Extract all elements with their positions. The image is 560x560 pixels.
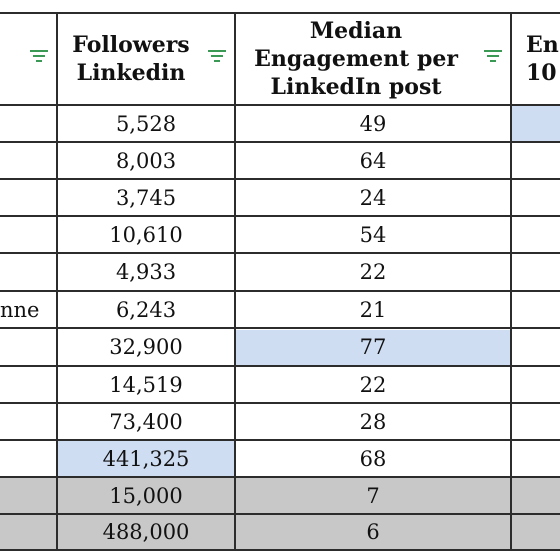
table-cell-engagement[interactable]: 21	[359, 297, 387, 322]
table-cell-engagement[interactable]: 54	[359, 222, 387, 247]
table-cell-engagement[interactable]: 22	[359, 372, 387, 397]
grid-line	[56, 12, 58, 550]
table-cell-followers[interactable]: 4,933	[115, 260, 177, 284]
grid-line	[0, 327, 560, 329]
table-cell-label[interactable]: nne	[0, 297, 40, 322]
grid-line	[0, 513, 560, 515]
grid-line	[0, 12, 560, 14]
table-cell-engagement[interactable]: 77	[359, 335, 387, 359]
table-cell-engagement[interactable]: 28	[359, 409, 387, 434]
filter-icon[interactable]	[206, 50, 228, 66]
table-cell-followers[interactable]: 5,528	[115, 111, 177, 136]
grid-line	[0, 290, 560, 292]
grid-line	[0, 365, 560, 367]
grid-line	[510, 12, 512, 550]
grid-line	[0, 439, 560, 441]
header-followers: Followers Linkedin	[58, 14, 204, 104]
table-cell-engagement[interactable]: 6	[366, 520, 380, 544]
grey-row	[0, 478, 560, 514]
grid-line	[234, 12, 236, 550]
table-cell-engagement[interactable]: 68	[359, 446, 387, 471]
table-cell-engagement[interactable]: 22	[359, 260, 387, 284]
header-engagement: Median Engagement per LinkedIn post	[236, 14, 476, 104]
table-cell-followers[interactable]: 32,900	[109, 335, 183, 359]
table-cell-followers[interactable]: 8,003	[115, 148, 177, 173]
filter-icon[interactable]	[482, 50, 504, 66]
grid-line	[0, 215, 560, 217]
grid-line	[0, 252, 560, 254]
header-followers-label: Followers Linkedin	[72, 32, 190, 86]
header-engagement-label: Median Engagement per LinkedIn post	[254, 18, 458, 100]
table-cell-engagement[interactable]: 7	[366, 483, 380, 508]
table-cell-engagement[interactable]: 24	[359, 185, 387, 210]
table-cell-followers[interactable]: 488,000	[102, 520, 190, 544]
table-cell-engagement[interactable]: 49	[359, 111, 387, 136]
header-partial-label: En 10	[526, 32, 559, 86]
grid-line	[0, 476, 560, 478]
table-cell-followers[interactable]: 3,745	[115, 185, 177, 210]
grid-line	[0, 402, 560, 404]
header-partial: En 10	[512, 14, 560, 104]
highlight-cell	[512, 106, 560, 141]
table-cell-followers[interactable]: 14,519	[109, 372, 183, 397]
table-cell-followers[interactable]: 15,000	[109, 483, 183, 508]
grey-row	[0, 515, 560, 549]
grid-line	[0, 549, 560, 551]
table-cell-followers[interactable]: 10,610	[109, 222, 183, 247]
grid-line	[0, 104, 560, 106]
table-cell-followers[interactable]: 6,243	[115, 297, 177, 322]
table-cell-engagement[interactable]: 64	[359, 148, 387, 173]
grid-line	[0, 141, 560, 143]
grid-line	[0, 178, 560, 180]
filter-icon[interactable]	[28, 50, 50, 66]
table-cell-followers[interactable]: 73,400	[109, 409, 183, 434]
table-cell-followers[interactable]: 441,325	[102, 446, 190, 471]
highlight-cell	[236, 330, 512, 365]
highlight-cell	[58, 441, 236, 476]
